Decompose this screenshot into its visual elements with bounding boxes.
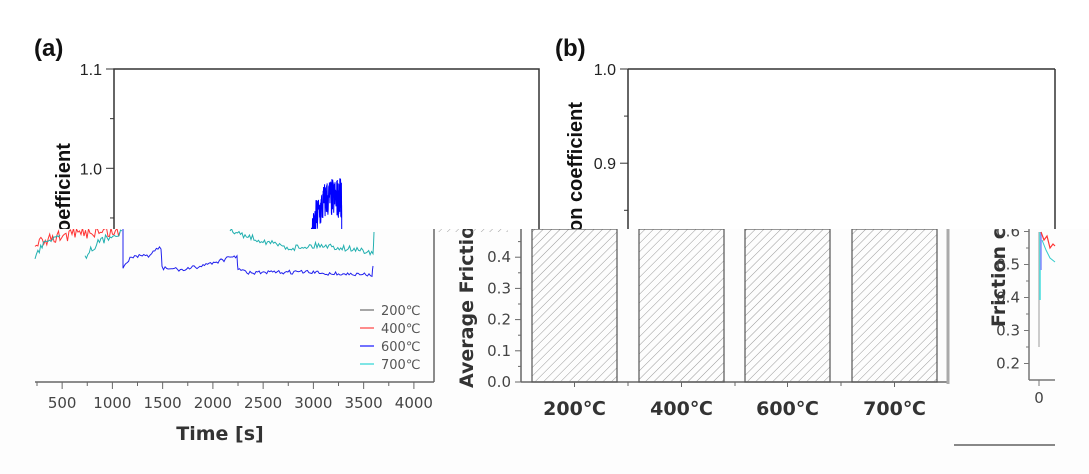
- fragment-ticks: 0.6 0.5 0.4 0.3 0.2 0: [996, 223, 1044, 407]
- y-tick-label: 0.1: [487, 342, 511, 360]
- y-tick-label: 1.0: [80, 161, 102, 178]
- x-category-label: 700℃: [863, 398, 926, 420]
- x-tick-label: 3500: [345, 394, 383, 412]
- y-tick-label: 0.4: [487, 248, 511, 266]
- plot-a-y-ticks: 1.11.00.90.80.70.6: [80, 62, 114, 219]
- plot-a-xlabel: Time [s]: [176, 423, 263, 445]
- panel-label-b: (b): [555, 35, 586, 62]
- plot-b-lower-bars: [434, 229, 938, 383]
- plot-b-y-ticks: 1.00.90.80.70.60.5: [594, 62, 628, 211]
- x-category-label: 400℃: [650, 398, 713, 420]
- legend-label: 400℃: [381, 322, 420, 337]
- series-line-600C-lower: [122, 229, 374, 278]
- x-category-label: 600℃: [756, 398, 819, 420]
- seam-hatch: [434, 229, 508, 232]
- bar: [744, 229, 831, 383]
- x-tick-label: 2500: [244, 394, 282, 412]
- y-tick-label: 0.4: [996, 289, 1020, 307]
- y-tick-label: 0.5: [996, 256, 1020, 274]
- x-category-label: 200℃: [543, 398, 606, 420]
- fragment-ylabel: Friction c: [988, 228, 1010, 327]
- series-line-400C-fragment: [1040, 231, 1056, 250]
- y-tick-label: 0.2: [487, 311, 511, 329]
- series-line-700C-fragment-b: [1041, 239, 1056, 263]
- y-tick-label: 1.1: [80, 62, 102, 79]
- bottom-image-slice: 500 1000 1500 2000 2500 3000 3500 4000 Time [s]…: [0, 223, 1089, 474]
- plot-a-ylabel: oefficient: [53, 143, 75, 232]
- plot-a-frame: [113, 68, 540, 229]
- x-tick-label: 3000: [294, 394, 332, 412]
- plot-b-lower-y-ticks: 0.4 0.3 0.2 0.1 0.0: [487, 241, 521, 391]
- y-tick-label: 0.2: [996, 355, 1020, 373]
- bar: [638, 229, 725, 383]
- y-tick-label: 0.9: [594, 156, 616, 173]
- plot-a-series: [310, 178, 343, 229]
- y-tick-label: 0.3: [996, 322, 1020, 340]
- series-line-400C-lower: [34, 229, 121, 247]
- x-tick-label: 0: [1034, 389, 1044, 407]
- plot-b-x-categories: 200℃ 400℃ 600℃ 700℃: [543, 382, 926, 420]
- y-tick-label: 1.0: [594, 62, 616, 79]
- legend-label: 600℃: [381, 340, 420, 355]
- y-tick-label: 0.6: [996, 223, 1020, 241]
- legend-label: 200℃: [381, 304, 420, 319]
- fragment-series: [1038, 231, 1056, 347]
- panel-label-a: (a): [34, 35, 63, 62]
- x-tick-label: 1500: [144, 394, 182, 412]
- top-image-slice: (a) 1.11.00.90.80.70.6 oefficient (b) 1.…: [34, 35, 1056, 232]
- x-tick-label: 4000: [395, 394, 433, 412]
- series-line-700C-lower: [229, 229, 375, 257]
- series-line-700C-lower: [84, 229, 123, 260]
- bar: [531, 229, 618, 383]
- bar: [851, 229, 938, 383]
- x-tick-label: 1000: [93, 394, 131, 412]
- x-tick-label: 500: [48, 394, 77, 412]
- plot-b-ylabel-bottom: Average Frictio: [456, 226, 478, 388]
- series-line-600C: [310, 178, 343, 229]
- y-tick-label: 0.0: [487, 373, 511, 391]
- legend-label: 700℃: [381, 358, 420, 373]
- plot-a-lower-series: [34, 229, 375, 278]
- plot-a-x-ticks: 500 1000 1500 2000 2500 3000 3500 4000: [36, 382, 433, 412]
- series-line-700C-lower: [34, 234, 61, 260]
- y-tick-label: 0.3: [487, 279, 511, 297]
- x-tick-label: 2000: [194, 394, 232, 412]
- plot-b-ylabel-top: on coefficient: [565, 102, 587, 232]
- plot-a-legend: 200℃ 400℃ 600℃ 700℃: [360, 304, 420, 373]
